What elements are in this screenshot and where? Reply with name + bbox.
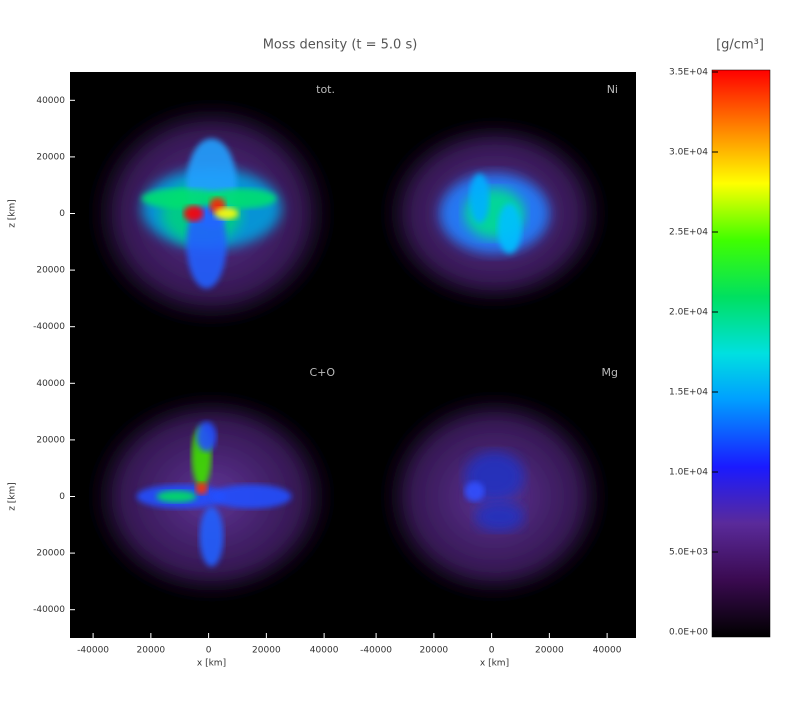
y-axis-label: z [km] — [8, 482, 18, 511]
y-tick-label: 20000 — [36, 152, 65, 162]
x-tick-label: 40000 — [593, 646, 622, 656]
y-tick-label: -40000 — [33, 322, 65, 332]
density-blob — [141, 188, 222, 209]
density-blob — [183, 205, 204, 222]
density-blob — [156, 490, 197, 503]
y-tick-label: 40000 — [36, 379, 65, 389]
density-field — [374, 113, 615, 314]
y-tick-label: 40000 — [36, 96, 65, 106]
colorbar-tick-label: 2.5E+04 — [669, 228, 708, 238]
x-axis-label: x [km] — [480, 659, 509, 669]
y-tick-label: -40000 — [33, 605, 65, 615]
panel: Ni — [353, 72, 636, 355]
density-field — [81, 386, 342, 607]
y-tick-label: 20000 — [36, 549, 65, 559]
y-tick-label: 0 — [59, 492, 65, 502]
density-blob — [469, 173, 490, 224]
x-tick-label: -40000 — [77, 646, 109, 656]
x-axis-label: x [km] — [197, 659, 226, 669]
x-tick-label: -40000 — [360, 646, 392, 656]
colorbar — [711, 69, 771, 638]
panel: Mg — [353, 355, 636, 638]
x-tick-label: 0 — [206, 646, 212, 656]
density-blob — [464, 481, 485, 502]
colorbar-tick-label: 2.0E+04 — [669, 308, 708, 318]
colorbar-tick-label: 3.5E+04 — [669, 68, 708, 78]
density-blob — [211, 484, 292, 509]
density-blob — [497, 203, 522, 254]
y-tick-label: 20000 — [36, 435, 65, 445]
colorbar-label: [g/cm³] — [716, 38, 764, 53]
colorbar-tick-label: 5.0E+03 — [669, 548, 708, 558]
x-tick-label: 20000 — [420, 646, 449, 656]
colorbar-tick-label: 1.5E+04 — [669, 388, 708, 398]
density-blob — [214, 207, 239, 220]
colorbar-tick-label: 3.0E+04 — [669, 148, 708, 158]
panel: tot. — [70, 72, 353, 355]
x-tick-label: 20000 — [535, 646, 564, 656]
density-field — [374, 386, 615, 607]
y-axis-label: z [km] — [8, 199, 18, 228]
y-tick-label: 0 — [59, 209, 65, 219]
colorbar-tick-label: 0.0E+00 — [669, 628, 708, 638]
panel-label: C+O — [309, 366, 335, 379]
x-tick-label: 0 — [489, 646, 495, 656]
panel: C+O — [70, 355, 353, 638]
x-tick-label: 20000 — [252, 646, 281, 656]
panel-label: Mg — [602, 366, 618, 379]
colorbar-tick-label: 1.0E+04 — [669, 468, 708, 478]
density-blob — [199, 506, 224, 567]
panel-label: tot. — [316, 83, 335, 96]
chart-title: Moss density (t = 5.0 s) — [263, 38, 418, 53]
y-tick-label: 20000 — [36, 266, 65, 276]
x-tick-label: 40000 — [310, 646, 339, 656]
x-tick-label: 20000 — [137, 646, 166, 656]
density-blob — [474, 501, 525, 532]
panel-label: Ni — [607, 83, 618, 96]
density-field — [81, 93, 342, 334]
density-blob — [196, 421, 217, 452]
density-blob — [195, 482, 208, 495]
